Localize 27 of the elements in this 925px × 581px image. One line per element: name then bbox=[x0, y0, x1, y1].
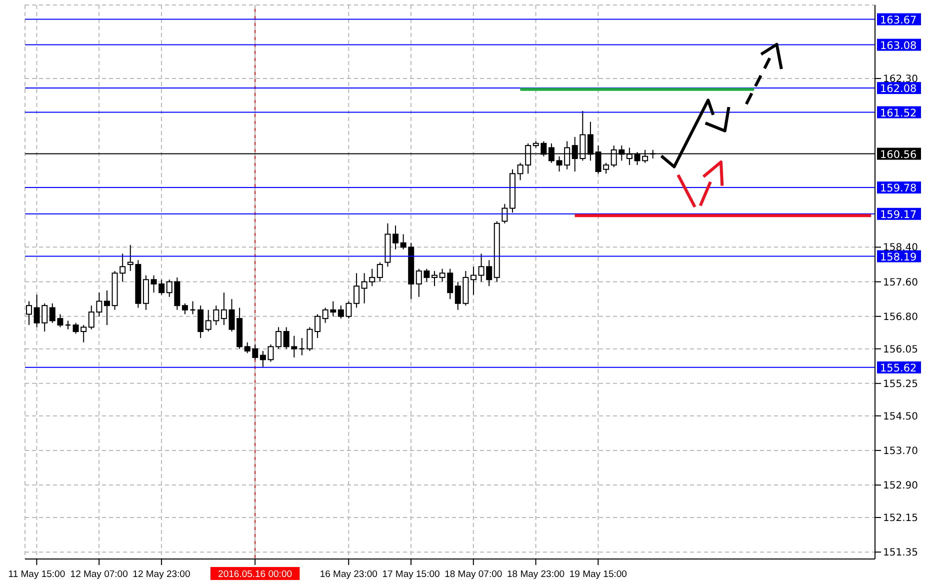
y-tick-label: 154.50 bbox=[883, 411, 918, 422]
x-tick-label: 2016.05.16 00:00 bbox=[218, 569, 292, 580]
ref-line-label: 159.17 bbox=[880, 208, 917, 221]
ref-line-label: 158.19 bbox=[880, 251, 917, 264]
y-tick-label: 157.60 bbox=[883, 277, 918, 288]
y-tick-label: 155.25 bbox=[883, 378, 918, 390]
ref-line-label: 163.67 bbox=[880, 14, 917, 26]
x-tick-label: 16 May 23:00 bbox=[320, 569, 378, 580]
ref-line-label: 162.08 bbox=[880, 83, 917, 96]
ref-line-label: 163.08 bbox=[880, 40, 917, 52]
x-tick-label: 12 May 23:00 bbox=[132, 569, 190, 580]
y-tick-label: 152.90 bbox=[883, 480, 918, 492]
y-tick-label: 156.80 bbox=[883, 312, 918, 323]
x-tick-label: 18 May 07:00 bbox=[444, 569, 502, 580]
ref-line-label: 161.52 bbox=[880, 107, 917, 120]
ref-line-label: 159.78 bbox=[880, 182, 917, 195]
x-tick-label: 19 May 15:00 bbox=[569, 569, 627, 580]
x-tick-label: 18 May 23:00 bbox=[506, 569, 565, 580]
ref-line-label: 155.62 bbox=[880, 362, 917, 374]
x-tick-label: 12 May 07:00 bbox=[70, 569, 128, 580]
y-tick-label: 156.05 bbox=[883, 344, 918, 356]
x-tick-label: 11 May 15:00 bbox=[8, 569, 66, 580]
y-tick-label: 153.70 bbox=[883, 446, 918, 457]
x-tick-label: 17 May 15:00 bbox=[382, 569, 440, 580]
ref-line-label: 160.56 bbox=[880, 148, 918, 161]
y-tick-label: 151.35 bbox=[883, 548, 918, 559]
y-tick-label: 152.15 bbox=[883, 513, 918, 524]
